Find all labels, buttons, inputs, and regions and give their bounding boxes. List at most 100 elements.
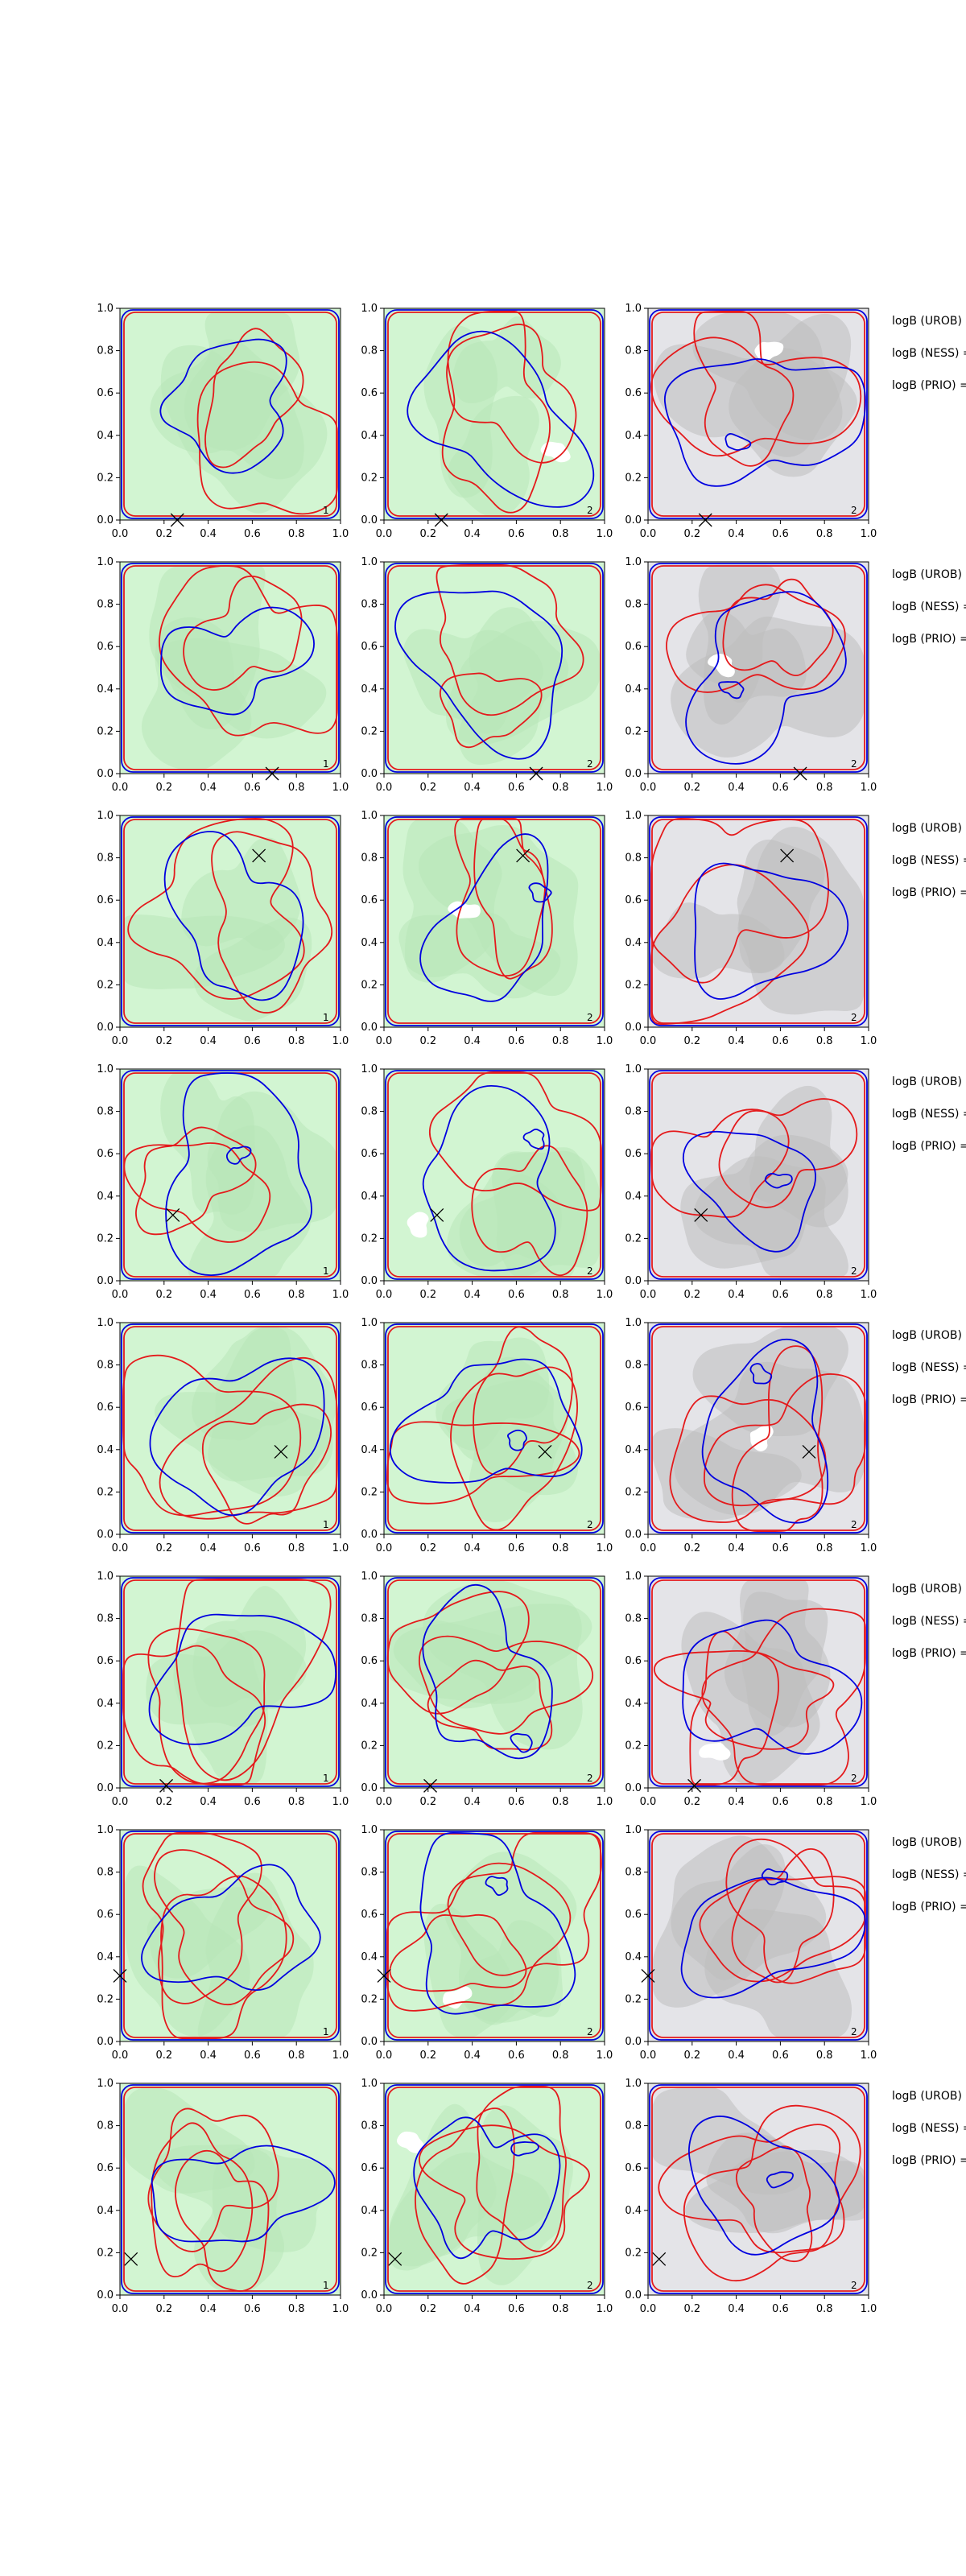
y-tick-label: 1.0 <box>361 303 378 315</box>
panel-frame <box>119 815 341 1028</box>
x-tick-label: 0.0 <box>112 782 129 794</box>
blue-border-contour <box>649 563 868 773</box>
x-tick-label: 0.2 <box>155 1542 172 1554</box>
legend-label: logB (UROB) = <box>892 822 966 835</box>
panel-r7-c1: 1 0.0 0.2 0.4 0.6 0.8 1.0 0.0 0.2 0.4 0.6 0.8 1.0 <box>97 1824 349 2062</box>
x-tick-label: 0.0 <box>376 1289 393 1301</box>
y-tick-label: 0.6 <box>97 1909 114 1921</box>
blue-contour <box>682 1619 863 1755</box>
x-tick-label: 0.4 <box>728 1796 745 1808</box>
x-tick-label: 0.6 <box>508 1289 525 1301</box>
x-tick-label: 0.2 <box>683 1035 700 1047</box>
y-tick-label: 0.2 <box>97 1993 114 2005</box>
x-marker-stroke <box>274 1444 288 1459</box>
y-tick-label: 0.4 <box>361 1951 378 1963</box>
x-tick-label: 0.6 <box>244 2303 261 2315</box>
x-tick-label: 0.8 <box>816 1542 833 1554</box>
blue-border-contour <box>121 563 340 773</box>
panel-plot-area <box>121 1577 340 1787</box>
blue-contour <box>507 1429 527 1451</box>
y-tick-label: 0.2 <box>361 979 378 991</box>
x-marker <box>252 848 266 863</box>
filled-region <box>193 917 312 1022</box>
x-tick-label: 0.4 <box>464 1542 481 1554</box>
y-tick-label: 1.0 <box>625 2078 642 2090</box>
filled-region <box>123 1865 250 2037</box>
x-tick-label: 0.6 <box>772 1289 789 1301</box>
x-tick-label: 0.6 <box>244 1289 261 1301</box>
red-contour <box>127 817 305 1000</box>
x-tick-label: 1.0 <box>332 2050 349 2062</box>
y-tick-label: 0.0 <box>361 2289 378 2301</box>
y-tick-label: 0.4 <box>97 1444 114 1456</box>
filled-region <box>194 2147 285 2293</box>
y-tick-label: 0.0 <box>97 1782 114 1794</box>
x-tick-label: 0.2 <box>683 782 700 794</box>
x-tick-label: 0.8 <box>552 2050 569 2062</box>
y-tick-label: 0.0 <box>361 2036 378 2048</box>
blue-contour <box>159 606 315 716</box>
x-tick-label: 0.0 <box>112 1035 129 1047</box>
x-tick-label: 0.4 <box>728 2050 745 2062</box>
x-tick-label: 0.6 <box>508 1796 525 1808</box>
x-tick-label: 0.2 <box>419 782 436 794</box>
y-tick-label: 0.4 <box>625 937 642 949</box>
x-tick-label: 0.0 <box>640 1289 657 1301</box>
x-tick-label: 0.4 <box>200 2303 217 2315</box>
panel-plot-area <box>385 816 604 1026</box>
y-tick-label: 0.6 <box>625 387 642 399</box>
red-contour <box>701 1608 866 1786</box>
red-contour <box>441 310 551 514</box>
blue-contour <box>764 1173 793 1189</box>
y-tick-label: 0.8 <box>625 1867 642 1879</box>
y-tick-label: 0.6 <box>625 641 642 653</box>
red-contour <box>147 1628 266 1785</box>
x-tick-label: 1.0 <box>861 1542 877 1554</box>
x-tick-label: 0.0 <box>112 2303 129 2315</box>
panel-number-label: 1 <box>323 2280 329 2291</box>
panel-frame <box>383 2083 605 2296</box>
x-tick-label: 1.0 <box>332 1542 349 1554</box>
y-tick-label: 0.4 <box>361 937 378 949</box>
x-tick-label: 0.0 <box>640 2050 657 2062</box>
panel-frame <box>383 815 605 1028</box>
x-tick-label: 0.2 <box>683 1289 700 1301</box>
red-contour <box>446 324 577 464</box>
red-contour <box>386 1591 530 1715</box>
x-tick-label: 0.2 <box>683 2050 700 2062</box>
x-tick-label: 0.6 <box>508 2050 525 2062</box>
blue-border-contour <box>121 1070 340 1280</box>
y-tick-label: 0.4 <box>625 1191 642 1203</box>
x-tick-label: 0.2 <box>155 1289 172 1301</box>
x-tick-label: 0.8 <box>288 2050 305 2062</box>
x-tick-label: 0.6 <box>244 782 261 794</box>
x-marker <box>423 1778 437 1793</box>
x-tick-label: 0.2 <box>419 528 436 540</box>
x-tick-label: 0.6 <box>772 1035 789 1047</box>
x-tick-label: 1.0 <box>861 2303 877 2315</box>
x-tick-label: 0.8 <box>288 1289 305 1301</box>
y-tick-label: 0.0 <box>625 514 642 526</box>
x-tick-label: 1.0 <box>861 1796 877 1808</box>
panel-r6-c1: 1 0.0 0.2 0.4 0.6 0.8 1.0 0.0 0.2 0.4 0.6 0.8 1.0 <box>97 1571 349 1808</box>
red-contour <box>722 578 834 677</box>
x-tick-label: 0.8 <box>288 1035 305 1047</box>
x-tick-label: 0.0 <box>376 782 393 794</box>
panel-number-label: 1 <box>323 1265 329 1277</box>
x-marker <box>430 1208 444 1222</box>
filled-region <box>724 1579 831 1728</box>
blue-contour <box>522 1129 545 1150</box>
y-tick-label: 0.0 <box>625 2289 642 2301</box>
x-tick-label: 1.0 <box>597 528 613 540</box>
y-tick-label: 0.8 <box>361 345 378 357</box>
y-tick-label: 0.6 <box>97 1148 114 1160</box>
panel-frame <box>119 561 341 774</box>
x-tick-label: 0.6 <box>244 1796 261 1808</box>
y-tick-label: 0.6 <box>97 1655 114 1667</box>
y-tick-label: 0.0 <box>97 1022 114 1034</box>
panel-number-label: 1 <box>323 1519 329 1530</box>
y-tick-label: 1.0 <box>361 810 378 822</box>
y-tick-label: 0.8 <box>625 1360 642 1372</box>
y-tick-label: 0.2 <box>625 1486 642 1498</box>
y-tick-label: 0.4 <box>625 1951 642 1963</box>
